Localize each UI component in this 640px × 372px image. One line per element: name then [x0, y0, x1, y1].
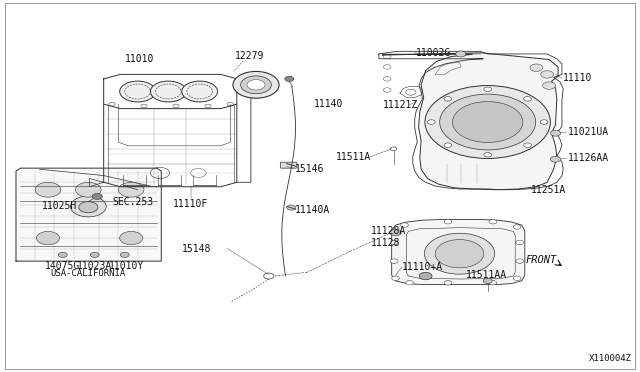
- Circle shape: [241, 76, 271, 94]
- Text: 11128A: 11128A: [371, 226, 406, 235]
- Circle shape: [287, 205, 296, 210]
- Text: 11511A: 11511A: [336, 152, 371, 162]
- Circle shape: [90, 252, 99, 257]
- Text: 11002G: 11002G: [416, 48, 451, 58]
- Circle shape: [489, 280, 497, 285]
- Circle shape: [484, 87, 492, 92]
- Circle shape: [118, 182, 144, 197]
- Text: 15148: 15148: [182, 244, 211, 254]
- Circle shape: [76, 182, 101, 197]
- Circle shape: [58, 252, 67, 257]
- Circle shape: [444, 143, 452, 147]
- Text: 11021UA: 11021UA: [568, 127, 609, 137]
- Circle shape: [444, 97, 452, 101]
- Text: SEC.253: SEC.253: [112, 197, 153, 206]
- Circle shape: [456, 51, 466, 57]
- Circle shape: [285, 76, 294, 81]
- Circle shape: [516, 259, 524, 263]
- Circle shape: [390, 229, 401, 236]
- Circle shape: [444, 280, 452, 285]
- Circle shape: [233, 71, 279, 98]
- Circle shape: [540, 120, 548, 124]
- Text: X110004Z: X110004Z: [589, 354, 632, 363]
- Circle shape: [440, 94, 536, 150]
- Circle shape: [513, 276, 521, 280]
- Text: USA-CALIFORNIA: USA-CALIFORNIA: [51, 269, 126, 278]
- Circle shape: [524, 97, 531, 101]
- Text: 11128: 11128: [371, 238, 401, 248]
- Circle shape: [489, 219, 497, 224]
- Circle shape: [390, 259, 398, 263]
- Circle shape: [513, 225, 521, 229]
- Circle shape: [390, 240, 398, 245]
- Text: 11251A: 11251A: [531, 186, 566, 195]
- Text: 14075G: 14075G: [45, 261, 81, 271]
- Circle shape: [401, 223, 408, 227]
- Circle shape: [541, 71, 554, 78]
- Circle shape: [452, 102, 523, 142]
- Circle shape: [435, 240, 484, 268]
- Circle shape: [120, 81, 156, 102]
- Circle shape: [120, 231, 143, 245]
- Circle shape: [392, 276, 399, 280]
- Circle shape: [92, 193, 102, 199]
- Circle shape: [524, 143, 531, 147]
- Circle shape: [550, 156, 561, 162]
- Circle shape: [419, 272, 432, 280]
- Circle shape: [543, 82, 556, 89]
- Text: 11010: 11010: [125, 54, 154, 64]
- Circle shape: [150, 81, 186, 102]
- Circle shape: [35, 182, 61, 197]
- Circle shape: [425, 86, 550, 158]
- Text: 11126AA: 11126AA: [568, 154, 609, 163]
- Text: 12279: 12279: [235, 51, 264, 61]
- Text: 11110: 11110: [563, 73, 593, 83]
- Polygon shape: [16, 168, 161, 261]
- Circle shape: [182, 81, 218, 102]
- Text: 11140A: 11140A: [294, 205, 330, 215]
- FancyBboxPatch shape: [280, 162, 297, 168]
- Circle shape: [530, 64, 543, 71]
- Text: 15146: 15146: [294, 164, 324, 174]
- Circle shape: [120, 252, 129, 257]
- Circle shape: [36, 231, 60, 245]
- Text: 11025H: 11025H: [42, 202, 77, 211]
- Circle shape: [428, 120, 435, 124]
- Circle shape: [79, 202, 98, 213]
- Text: 11140: 11140: [314, 99, 343, 109]
- Text: 11511AA: 11511AA: [466, 270, 507, 279]
- Polygon shape: [392, 219, 525, 285]
- Circle shape: [406, 280, 413, 285]
- Polygon shape: [383, 53, 558, 190]
- Circle shape: [516, 240, 524, 245]
- Text: 11023A: 11023A: [77, 261, 113, 271]
- Circle shape: [444, 219, 452, 224]
- Circle shape: [70, 196, 106, 217]
- Text: 11110F: 11110F: [173, 199, 209, 209]
- Text: FRONT: FRONT: [525, 255, 557, 264]
- Circle shape: [483, 278, 492, 283]
- Text: 11121Z: 11121Z: [383, 100, 418, 110]
- Circle shape: [484, 153, 492, 157]
- Text: 11010Y: 11010Y: [109, 261, 145, 271]
- Text: 11110+A: 11110+A: [402, 262, 443, 272]
- Circle shape: [247, 80, 265, 90]
- Circle shape: [550, 130, 561, 136]
- Circle shape: [424, 233, 495, 274]
